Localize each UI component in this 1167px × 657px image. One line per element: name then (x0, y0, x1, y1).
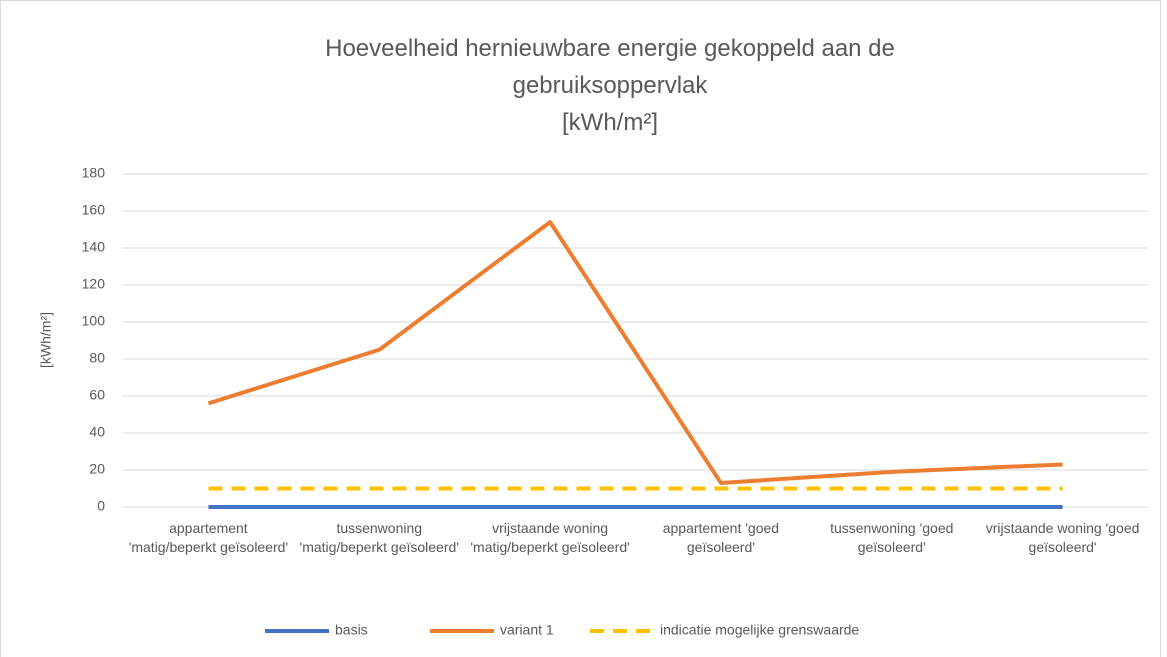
y-tick-label: 40 (89, 424, 105, 440)
series-line (207, 220, 1063, 485)
y-tick-label: 60 (89, 387, 105, 403)
x-tick-label: vrijstaande woning 'goed geïsoleerd' (985, 520, 1140, 555)
y-tick-label: 120 (82, 276, 106, 292)
y-axis-label: [kWh/m²] (38, 312, 54, 368)
x-tick-label: appartement 'goed geïsoleerd' (662, 520, 780, 555)
legend-label: indicatie mogelijke grenswaarde (660, 622, 859, 638)
y-tick-label: 100 (82, 313, 106, 329)
x-tick-label: appartement 'matig/beperkt geïsoleerd' (128, 520, 289, 555)
legend-label: basis (335, 622, 368, 638)
chart-title: Hoeveelheid hernieuwbare energie gekoppe… (325, 35, 895, 99)
y-tick-label: 20 (89, 461, 105, 477)
y-tick-label: 160 (82, 202, 106, 218)
y-tick-label: 0 (97, 498, 105, 514)
chart-title-block: Hoeveelheid hernieuwbare energie gekoppe… (230, 30, 990, 141)
y-tick-label: 180 (82, 165, 106, 181)
x-tick-label: tussenwoning 'matig/beperkt geïsoleerd' (299, 520, 459, 555)
y-tick-label: 80 (89, 350, 105, 366)
x-tick-label: vrijstaande woning 'matig/beperkt geïsol… (470, 520, 630, 555)
chart-subtitle: [kWh/m²] (562, 109, 658, 136)
legend-label: variant 1 (500, 622, 554, 638)
x-tick-label: tussenwoning 'goed geïsoleerd' (830, 520, 954, 555)
y-tick-label: 140 (82, 239, 106, 255)
